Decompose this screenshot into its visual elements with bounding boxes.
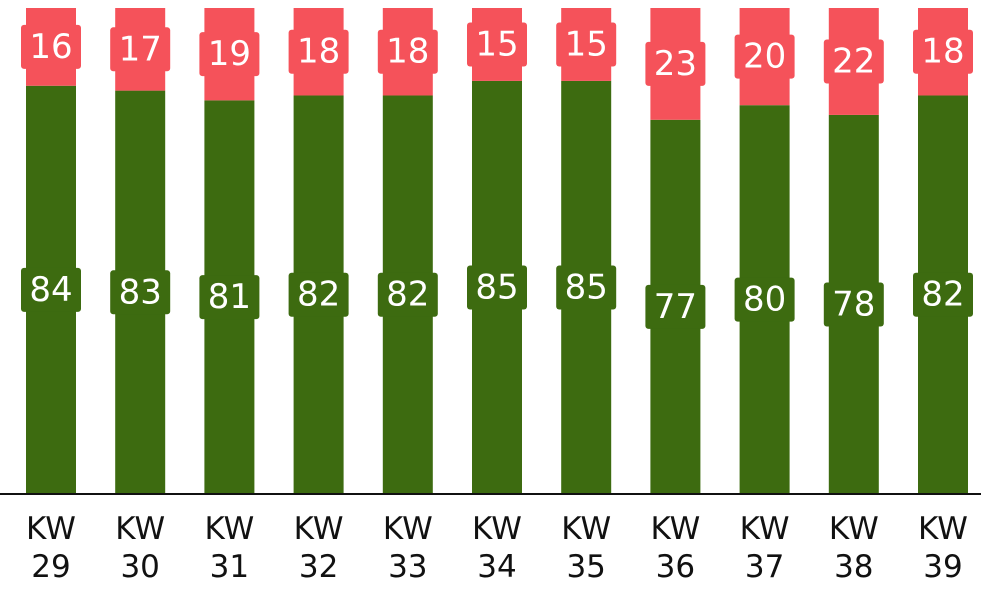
label-box <box>467 265 527 310</box>
label-box <box>734 277 795 322</box>
label-box <box>288 29 349 74</box>
x-tick-label: KW 35 <box>561 511 612 585</box>
data-label: 85 <box>475 267 518 307</box>
data-label: 19 <box>208 34 251 74</box>
label-box <box>556 22 617 67</box>
x-tick-label: KW 38 <box>828 511 879 585</box>
data-label: 77 <box>654 287 697 327</box>
x-tick-label: KW 33 <box>382 511 433 585</box>
x-tick-label: KW 34 <box>472 511 522 585</box>
label-box <box>823 39 884 84</box>
data-label: 15 <box>565 24 608 64</box>
label-box <box>199 32 260 77</box>
data-label: 22 <box>832 41 875 81</box>
x-tick-label: KW 29 <box>26 511 76 585</box>
label-box <box>377 272 438 317</box>
label-box <box>556 265 617 310</box>
data-label: 78 <box>832 284 875 324</box>
x-tick-label: KW 36 <box>650 511 701 585</box>
label-box <box>21 24 81 69</box>
label-box <box>377 29 438 74</box>
label-box <box>734 34 795 79</box>
data-label: 18 <box>297 32 340 72</box>
data-label: 20 <box>743 37 786 77</box>
label-box <box>110 270 171 315</box>
label-box <box>913 29 973 74</box>
label-box <box>645 284 706 329</box>
x-tick-label: KW 39 <box>918 511 968 585</box>
data-label: 85 <box>565 267 608 307</box>
data-label: 23 <box>654 44 697 84</box>
label-box <box>913 272 973 317</box>
data-label: 82 <box>921 275 964 315</box>
data-label: 17 <box>119 29 162 69</box>
label-box <box>199 275 260 320</box>
x-tick-label: KW 31 <box>204 511 255 585</box>
data-label: 80 <box>743 280 786 320</box>
data-label: 16 <box>29 27 72 67</box>
label-box <box>823 282 884 327</box>
data-label: 82 <box>386 275 429 315</box>
x-tick-label: KW 37 <box>739 511 790 585</box>
data-label: 82 <box>297 275 340 315</box>
data-label: 18 <box>386 32 429 72</box>
x-tick-label: KW 32 <box>293 511 344 585</box>
label-box <box>21 267 81 312</box>
data-label: 83 <box>119 272 162 312</box>
label-box <box>288 272 349 317</box>
label-box <box>645 41 706 86</box>
data-label: 81 <box>208 277 251 317</box>
data-label: 18 <box>921 32 964 72</box>
label-box <box>467 22 527 67</box>
x-tick-label: KW 30 <box>115 511 166 585</box>
label-box <box>110 27 171 72</box>
data-label: 15 <box>475 24 518 64</box>
data-label: 84 <box>29 270 72 310</box>
